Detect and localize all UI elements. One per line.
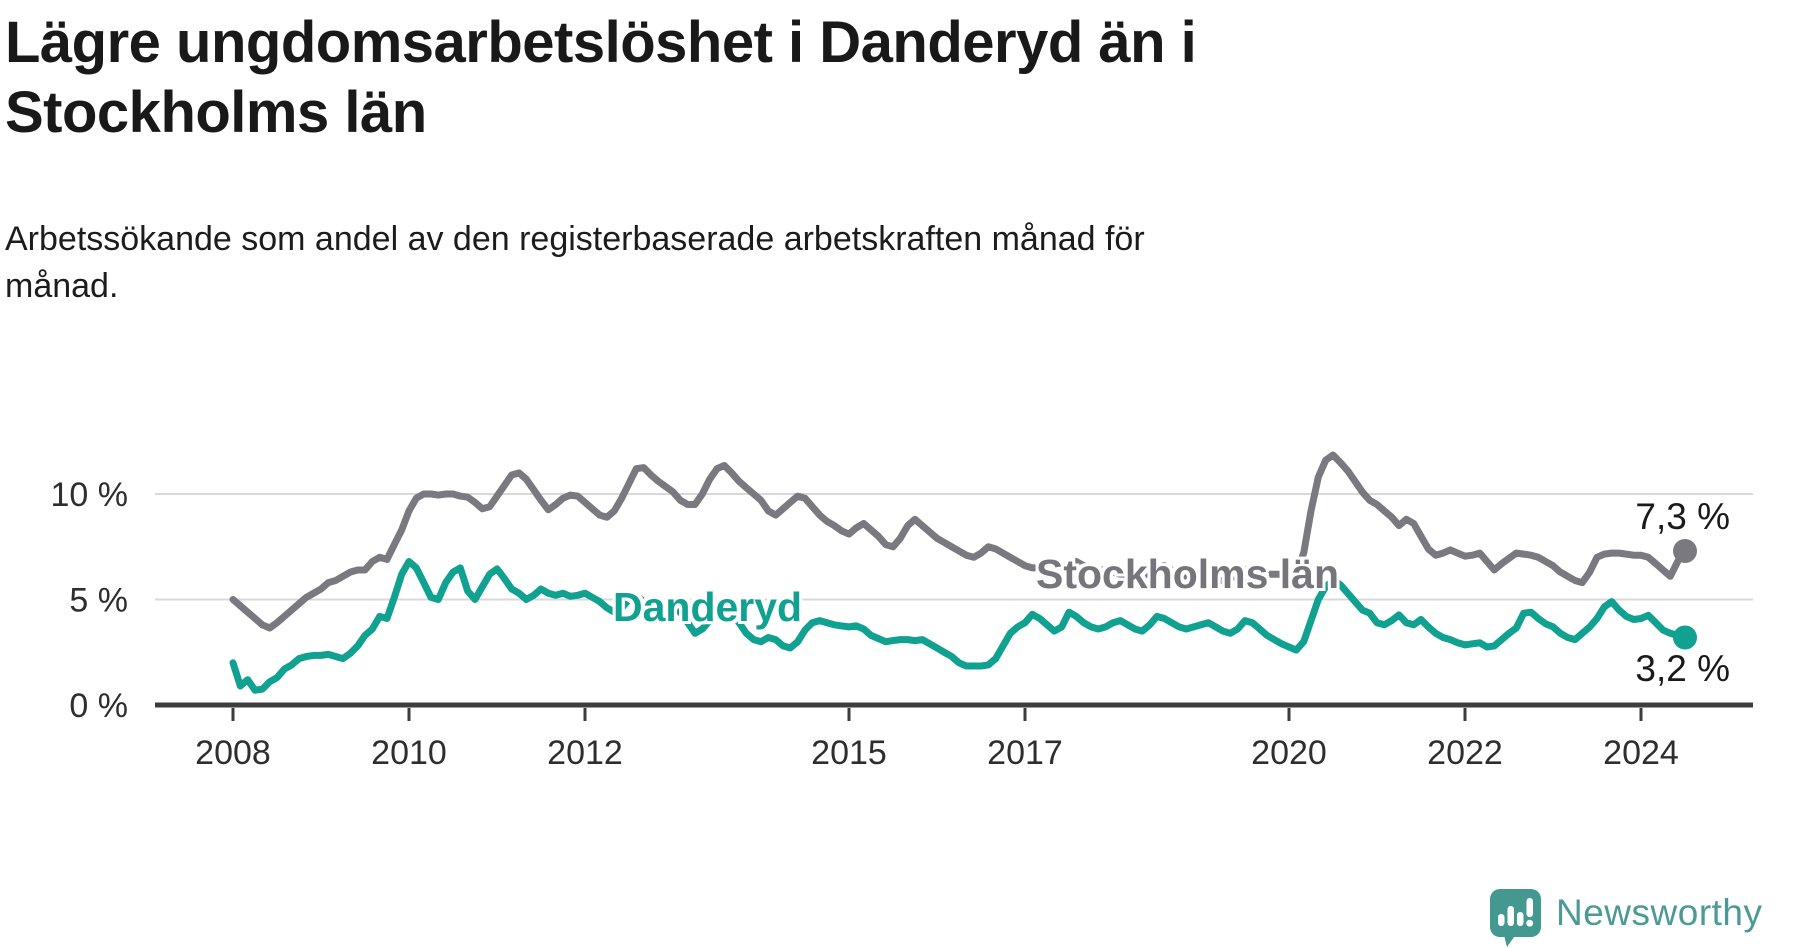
end-value-label-danderyd: 3,2 % bbox=[1635, 648, 1730, 689]
chart-subtitle: Arbetssökande som andel av den registerb… bbox=[5, 216, 1145, 310]
end-value-label-stockholms-lan: 7,3 % bbox=[1635, 496, 1730, 537]
subtitle-line-2: månad. bbox=[5, 267, 119, 305]
subtitle-line-1: Arbetssökande som andel av den registerb… bbox=[5, 220, 1145, 258]
x-tick-label-2022: 2022 bbox=[1427, 734, 1503, 772]
x-tick-label-2017: 2017 bbox=[987, 734, 1063, 772]
x-tick-label-2024: 2024 bbox=[1603, 734, 1679, 772]
page-title: Lägre ungdomsarbetslöshet i Danderyd än … bbox=[5, 8, 1197, 148]
newsworthy-logo: Newsworthy bbox=[1489, 886, 1800, 948]
end-dot-stockholm bbox=[1673, 539, 1697, 563]
title-line-2: Stockholms län bbox=[5, 80, 427, 145]
x-tick-label-2010: 2010 bbox=[371, 734, 447, 772]
y-tick-label-10pct: 10 % bbox=[51, 476, 129, 514]
x-tick-label-2015: 2015 bbox=[811, 734, 887, 772]
y-tick-label-5pct: 5 % bbox=[69, 582, 128, 620]
x-tick-label-2012: 2012 bbox=[547, 734, 623, 772]
series-label-stockholms-lan: Stockholms län bbox=[1036, 551, 1340, 597]
end-dot-danderyd bbox=[1673, 625, 1697, 650]
series-line-stockholm bbox=[229, 451, 1689, 632]
x-tick-label-2008: 2008 bbox=[195, 734, 271, 772]
x-tick-label-2020: 2020 bbox=[1251, 734, 1327, 772]
newsworthy-speech-bubble-barchart-icon bbox=[1490, 889, 1541, 947]
series-label-danderyd: Danderyd bbox=[613, 584, 803, 630]
title-line-1: Lägre ungdomsarbetslöshet i Danderyd än … bbox=[5, 10, 1197, 75]
series-line-danderyd bbox=[229, 558, 1689, 694]
y-tick-label-0pct: 0 % bbox=[69, 687, 128, 725]
newsworthy-wordmark: Newsworthy bbox=[1556, 892, 1763, 933]
